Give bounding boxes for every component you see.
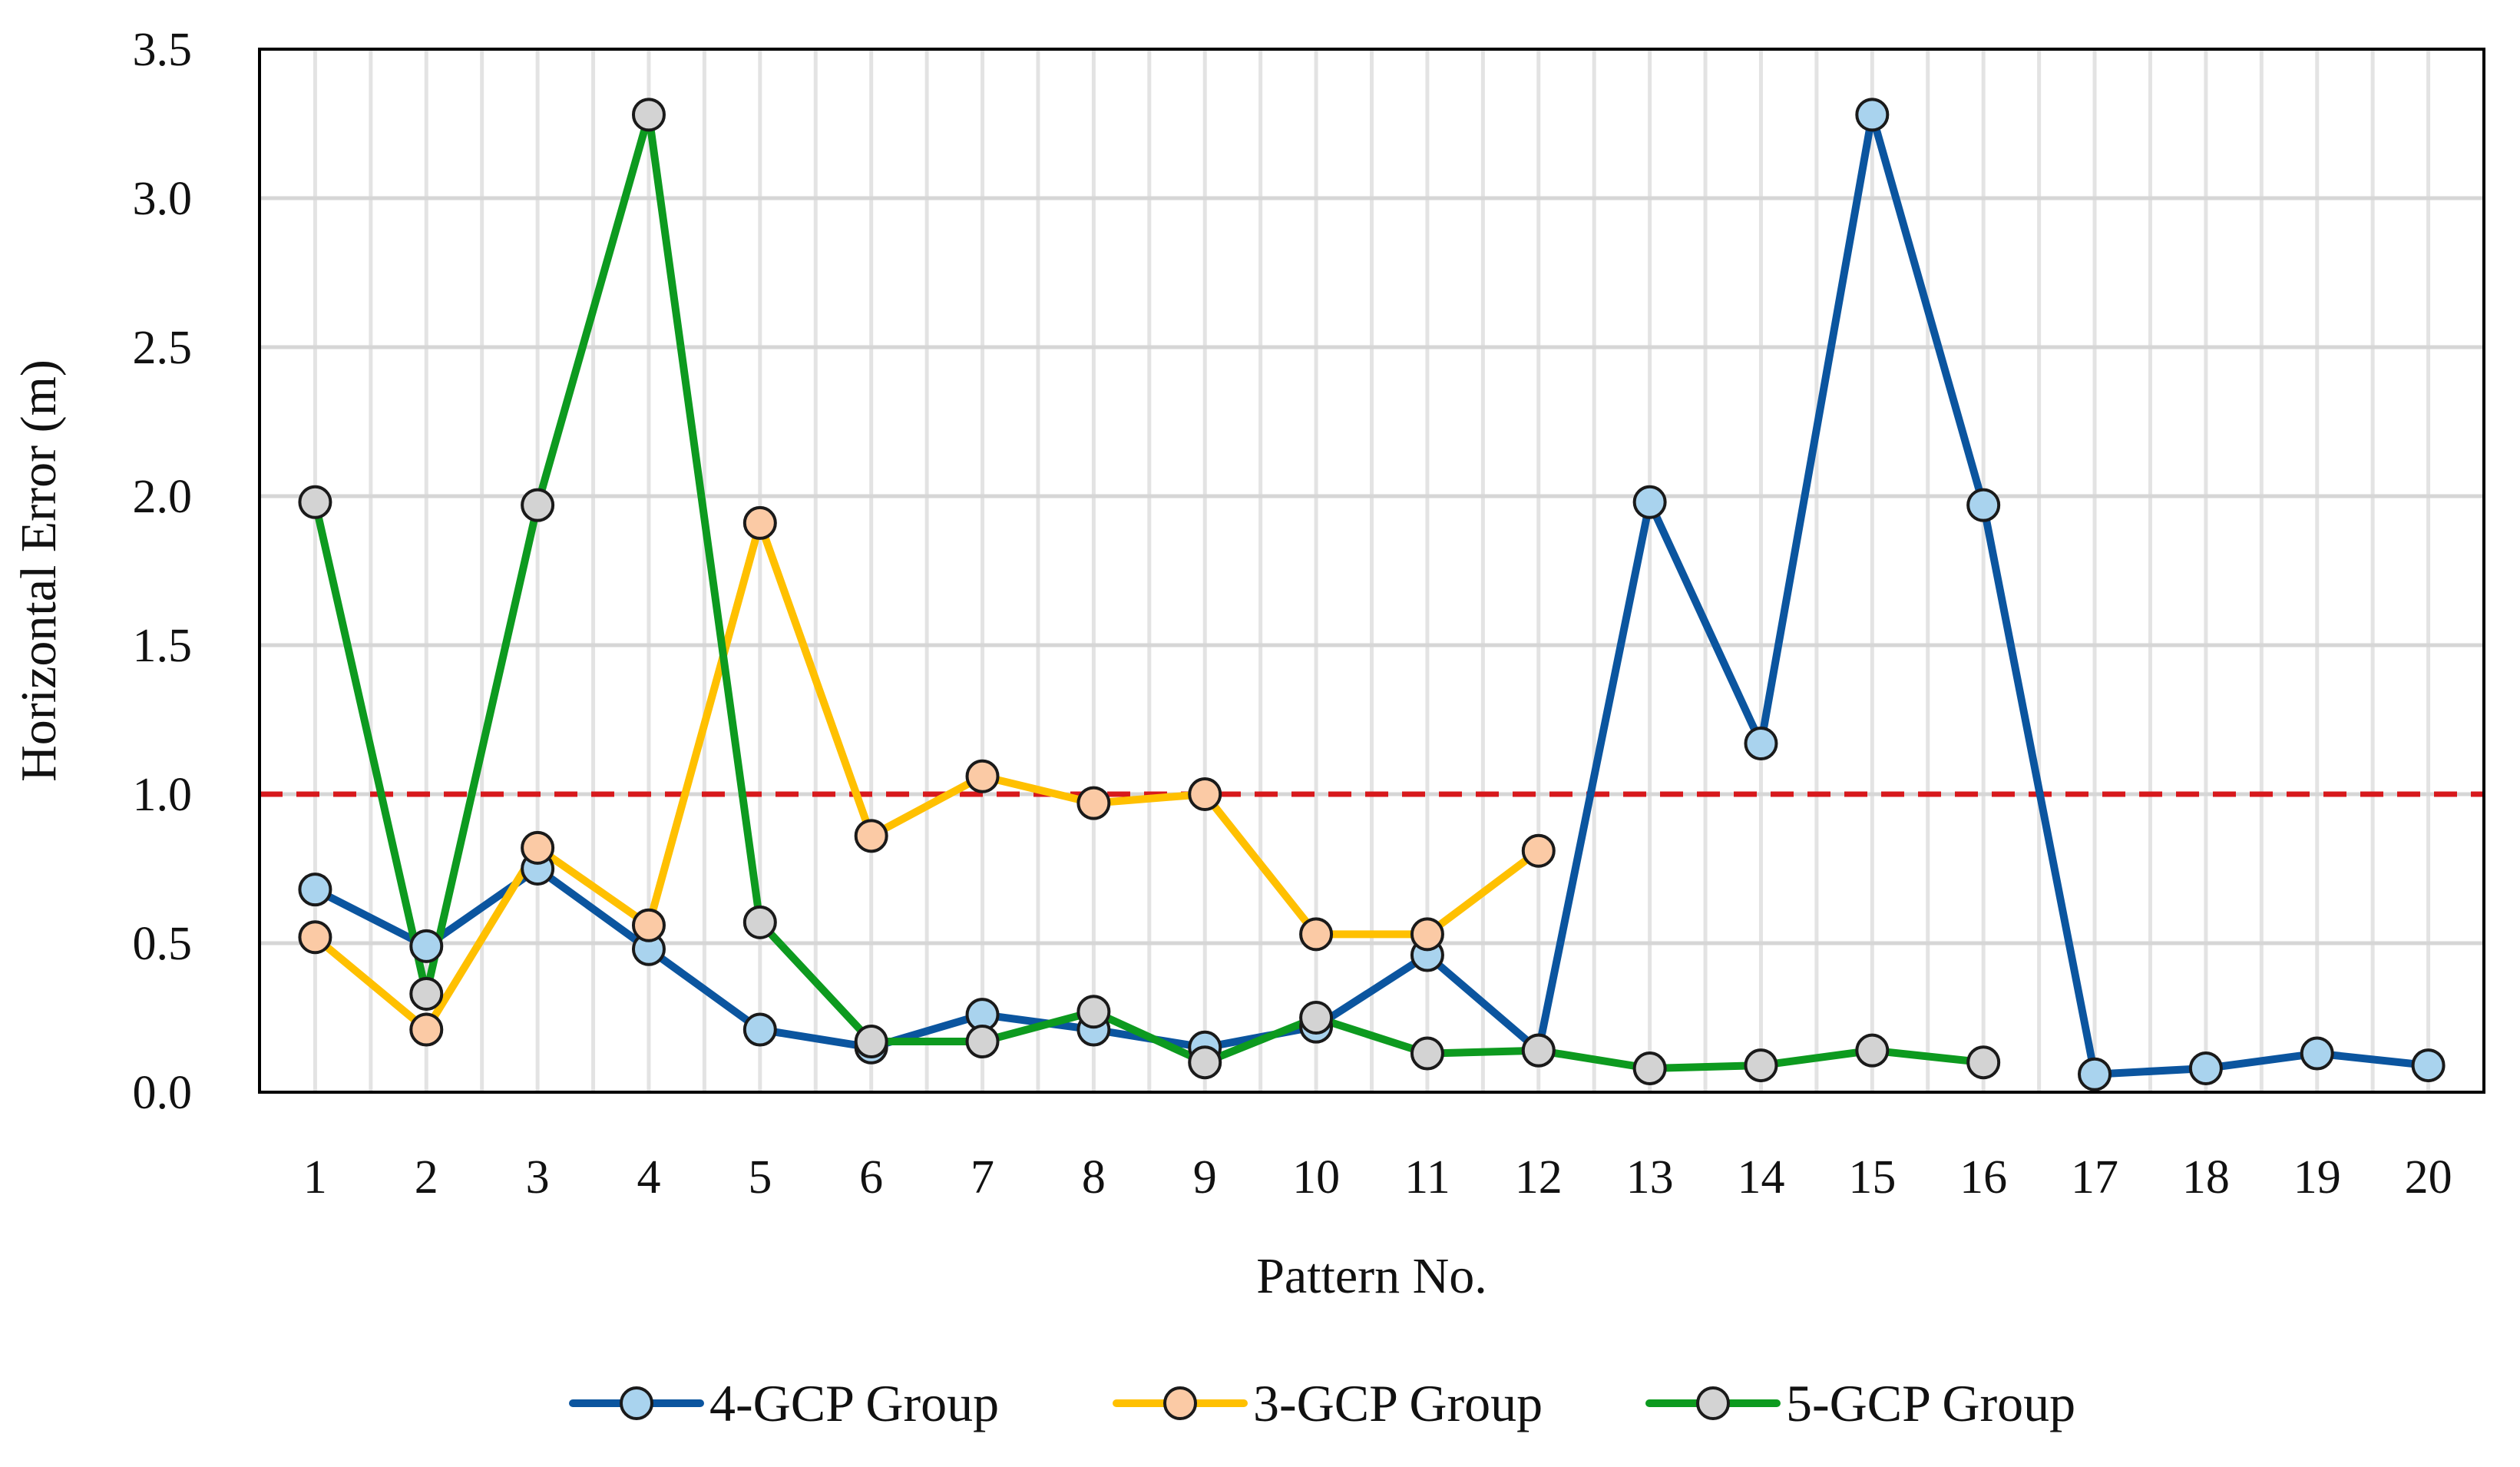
series-markers — [298, 98, 2446, 1091]
x-tick-label: 4 — [637, 1151, 660, 1204]
legend-marker-3-gcp-group — [1163, 1386, 1197, 1420]
data-point-5-gcp-group — [1299, 1001, 1334, 1035]
y-tick-label: 3.0 — [133, 173, 193, 225]
data-point-3-gcp-group — [1188, 777, 1222, 811]
data-point-3-gcp-group — [1521, 833, 1556, 868]
data-point-5-gcp-group — [521, 488, 555, 522]
x-tick-label: 20 — [2405, 1151, 2452, 1204]
data-point-4-gcp-group — [1855, 98, 1890, 132]
data-point-5-gcp-group — [1076, 995, 1111, 1029]
data-point-5-gcp-group — [298, 485, 332, 519]
data-point-4-gcp-group — [1966, 488, 2001, 522]
data-point-5-gcp-group — [854, 1025, 888, 1059]
y-tick-label: 0.0 — [133, 1067, 193, 1119]
x-tick-label: 13 — [1626, 1151, 1674, 1204]
y-tick-label: 1.5 — [133, 620, 193, 672]
data-point-3-gcp-group — [965, 759, 1000, 793]
legend-label-4-gcp-group: 4-GCP Group — [709, 1374, 999, 1432]
x-tick-label: 11 — [1404, 1151, 1450, 1204]
data-point-3-gcp-group — [1076, 786, 1111, 820]
data-point-4-gcp-group — [2188, 1051, 2223, 1085]
legend-marker-4-gcp-group — [620, 1386, 653, 1420]
legend-marker-5-gcp-group — [1696, 1386, 1730, 1420]
data-point-4-gcp-group — [2300, 1036, 2334, 1071]
data-point-4-gcp-group — [2078, 1057, 2112, 1091]
x-tick-label: 19 — [2293, 1151, 2341, 1204]
y-tick-label: 0.5 — [133, 918, 193, 970]
x-tick-label: 7 — [971, 1151, 994, 1204]
x-tick-label: 16 — [1959, 1151, 2007, 1204]
y-axis-ticks: 0.0 0.5 1.0 1.5 2.0 2.5 3.0 3.5 — [133, 24, 193, 1119]
x-tick-label: 2 — [415, 1151, 438, 1204]
data-point-3-gcp-group — [1299, 917, 1334, 952]
x-tick-label: 18 — [2182, 1151, 2230, 1204]
x-tick-label: 8 — [1082, 1151, 1106, 1204]
gridlines — [260, 49, 2484, 1092]
y-tick-label: 1.0 — [133, 769, 193, 821]
data-point-5-gcp-group — [631, 98, 666, 132]
data-point-4-gcp-group — [409, 929, 444, 963]
x-axis-title: Pattern No. — [1256, 1248, 1487, 1304]
legend: 4-GCP Group 3-GCP Group 5-GCP Group — [569, 1374, 2075, 1432]
data-point-4-gcp-group — [1632, 485, 1667, 519]
data-point-4-gcp-group — [742, 1012, 777, 1047]
data-point-5-gcp-group — [965, 1025, 1000, 1059]
x-tick-label: 17 — [2071, 1151, 2118, 1204]
series-line-4-gcp-group — [311, 111, 2432, 1078]
x-tick-label: 12 — [1515, 1151, 1563, 1204]
y-tick-label: 3.5 — [133, 24, 193, 76]
data-point-5-gcp-group — [409, 976, 444, 1011]
data-point-5-gcp-group — [1410, 1036, 1444, 1071]
y-axis-title: Horizontal Error (m) — [11, 359, 67, 782]
data-point-3-gcp-group — [854, 819, 888, 853]
x-tick-label: 14 — [1737, 1151, 1784, 1204]
y-tick-label: 2.0 — [133, 471, 193, 523]
data-point-3-gcp-group — [409, 1012, 444, 1047]
x-tick-label: 6 — [859, 1151, 883, 1204]
series-line-5-gcp-group — [311, 111, 1988, 1072]
data-point-5-gcp-group — [1521, 1033, 1556, 1068]
data-point-4-gcp-group — [1744, 727, 1778, 761]
legend-label-3-gcp-group: 3-GCP Group — [1253, 1374, 1543, 1432]
data-point-4-gcp-group — [298, 873, 332, 907]
x-tick-label: 10 — [1292, 1151, 1340, 1204]
x-axis-ticks: 1 2 3 4 5 6 7 8 9 10 11 12 13 14 15 16 17 18 19 20 — [303, 1151, 2452, 1204]
data-point-3-gcp-group — [1410, 917, 1444, 952]
data-point-3-gcp-group — [521, 830, 555, 865]
data-point-5-gcp-group — [1632, 1051, 1667, 1085]
legend-label-5-gcp-group: 5-GCP Group — [1786, 1374, 2075, 1432]
data-point-3-gcp-group — [631, 908, 666, 942]
series-line-3-gcp-group — [311, 518, 1543, 1034]
data-point-3-gcp-group — [298, 920, 332, 955]
data-point-5-gcp-group — [742, 905, 777, 939]
x-tick-label: 15 — [1848, 1151, 1896, 1204]
y-tick-label: 2.5 — [133, 322, 193, 374]
data-point-5-gcp-group — [1855, 1033, 1890, 1068]
plot-area-border — [258, 48, 2485, 1094]
data-point-5-gcp-group — [1966, 1045, 2001, 1080]
x-tick-label: 1 — [303, 1151, 327, 1204]
series-lines — [311, 111, 2432, 1078]
x-tick-label: 9 — [1193, 1151, 1217, 1204]
data-point-5-gcp-group — [1188, 1045, 1222, 1080]
data-point-3-gcp-group — [742, 505, 777, 540]
x-tick-label: 5 — [748, 1151, 772, 1204]
x-tick-label: 3 — [526, 1151, 550, 1204]
data-point-4-gcp-group — [2411, 1048, 2446, 1083]
data-point-5-gcp-group — [1744, 1048, 1778, 1083]
